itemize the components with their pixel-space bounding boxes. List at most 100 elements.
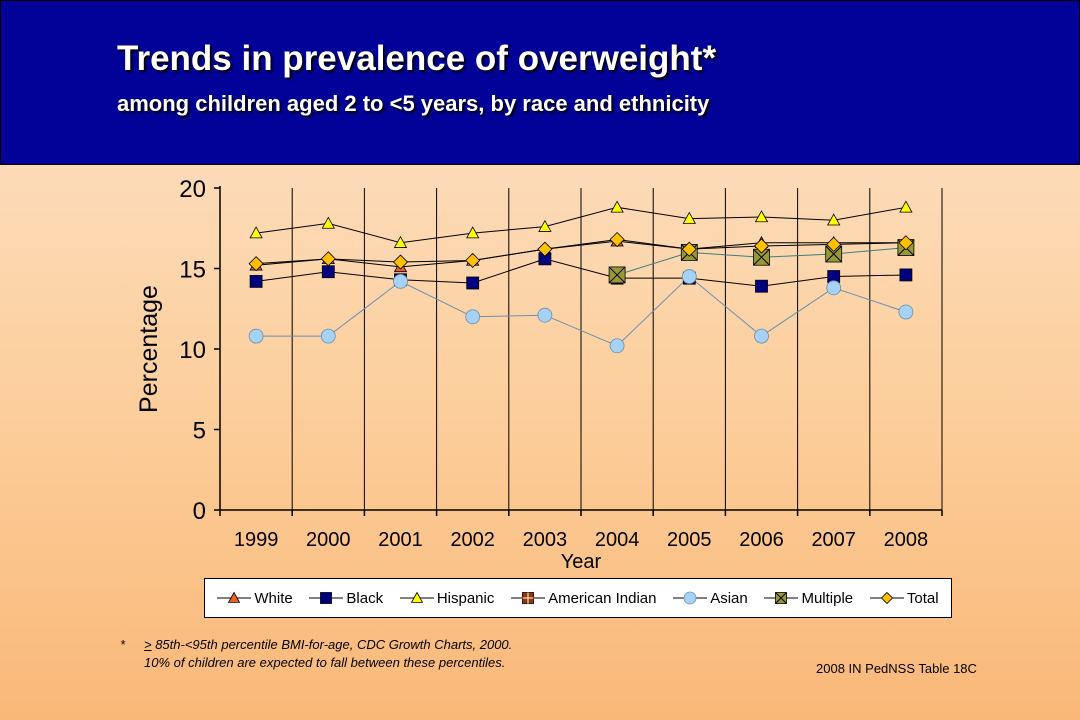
data-point-asian xyxy=(609,338,625,354)
data-point-multiple xyxy=(608,266,626,284)
legend-marker xyxy=(522,592,534,604)
y-tick-label: 0 xyxy=(193,498,206,525)
marker-cross xyxy=(825,245,843,263)
data-point-hispanic xyxy=(754,210,769,223)
data-point-hispanic xyxy=(899,200,913,213)
x-tick-label: 2003 xyxy=(523,529,568,551)
data-point-hispanic xyxy=(321,216,335,229)
series-line-asian xyxy=(256,275,907,347)
source-note: 2008 IN PedNSS Table 18C xyxy=(816,661,977,676)
data-point-total xyxy=(465,252,481,269)
footnote-line-2: 10% of children are expected to fall bet… xyxy=(144,655,506,670)
data-point-asian xyxy=(537,307,553,323)
legend-item-black: Black xyxy=(309,590,383,607)
legend-label: American Indian xyxy=(548,589,657,607)
data-point-hispanic xyxy=(466,226,480,239)
data-point-total xyxy=(320,251,336,267)
legend-swatch xyxy=(511,592,546,604)
y-tick-label: 15 xyxy=(179,257,206,284)
marker-cross xyxy=(522,592,534,604)
footnote-symbol: > xyxy=(144,637,152,652)
data-point-total xyxy=(681,241,697,257)
data-point-asian xyxy=(465,309,481,325)
data-point-total xyxy=(537,241,553,257)
data-point-total xyxy=(898,235,914,251)
legend-swatch xyxy=(764,592,799,604)
data-point-black xyxy=(466,276,480,290)
y-axis-title: Percentage xyxy=(135,285,163,413)
title-banner: Trends in prevalence of overweight* amon… xyxy=(0,0,1080,165)
legend-item-hispanic: Hispanic xyxy=(399,589,495,607)
legend-item-american-indian: American Indian xyxy=(511,590,656,607)
legend-label: Hispanic xyxy=(436,589,495,607)
data-point-black xyxy=(755,279,768,293)
x-tick-label: 2008 xyxy=(884,529,929,551)
data-point-black xyxy=(249,274,263,288)
legend-swatch xyxy=(673,591,708,605)
data-point-hispanic xyxy=(393,235,408,248)
legend-swatch xyxy=(217,591,252,603)
legend-item-multiple: Multiple xyxy=(764,590,853,607)
data-point-asian xyxy=(898,304,914,320)
legend-marker xyxy=(775,592,788,604)
data-point-total xyxy=(392,254,409,270)
data-point-black xyxy=(899,268,913,282)
series-line-total xyxy=(256,239,906,265)
legend-swatch xyxy=(309,592,344,604)
data-point-asian xyxy=(248,328,264,344)
legend-swatch xyxy=(399,591,434,603)
legend-marker xyxy=(410,591,424,603)
marker-cross xyxy=(753,248,770,266)
legend-label: Multiple xyxy=(801,589,854,607)
marker-cross xyxy=(775,592,788,604)
series-line-hispanic xyxy=(256,206,906,244)
legend-label: White xyxy=(254,589,293,607)
legend-item-total: Total xyxy=(869,589,939,607)
data-point-hispanic xyxy=(610,200,624,213)
footnote-line-1: > 85th-<95th percentile BMI-for-age, CDC… xyxy=(144,636,512,654)
x-tick-label: 2005 xyxy=(667,529,712,551)
data-point-hispanic xyxy=(538,219,552,232)
footnote-line-1-text: 85th-<95th percentile BMI-for-age, CDC G… xyxy=(151,637,513,652)
chart-subtitle: among children aged 2 to <5 years, by ra… xyxy=(117,91,710,116)
legend-marker xyxy=(880,591,893,605)
legend-marker xyxy=(683,591,697,605)
y-tick-label: 20 xyxy=(179,176,206,203)
data-point-asian xyxy=(826,280,842,296)
chart-legend: White Black Hispanic American Indian Asian Mu… xyxy=(204,578,952,618)
series-line-black xyxy=(256,258,906,287)
data-point-black xyxy=(321,265,335,279)
y-tick-label: 5 xyxy=(193,418,206,445)
x-tick-label: 2002 xyxy=(450,529,495,551)
data-point-asian xyxy=(393,273,408,289)
legend-item-asian: Asian xyxy=(673,590,748,607)
x-tick-label: 1999 xyxy=(234,529,279,551)
legend-label: Total xyxy=(906,589,939,607)
series-line-white xyxy=(256,240,906,268)
data-point-hispanic xyxy=(827,213,841,226)
x-tick-label: 2007 xyxy=(811,529,856,551)
data-point-total xyxy=(753,238,770,254)
data-point-asian xyxy=(754,328,769,344)
x-tick-label: 2001 xyxy=(378,529,423,551)
y-tick-label: 10 xyxy=(179,337,206,364)
legend-swatch xyxy=(869,591,904,605)
x-tick-label: 2000 xyxy=(306,529,351,551)
data-point-total xyxy=(826,236,842,252)
x-axis-title: Year xyxy=(561,551,602,573)
footnote: * > 85th-<95th percentile BMI-for-age, C… xyxy=(120,636,512,672)
data-point-asian xyxy=(681,269,697,284)
data-point-total xyxy=(248,256,264,272)
chart-title: Trends in prevalence of overweight* xyxy=(117,39,717,78)
marker-cross xyxy=(608,266,626,284)
legend-label: Black xyxy=(346,589,384,607)
data-point-hispanic xyxy=(682,211,696,224)
data-point-asian xyxy=(320,328,336,344)
x-tick-label: 2006 xyxy=(739,529,784,551)
x-tick-label: 2004 xyxy=(595,529,640,551)
legend-item-white: White xyxy=(217,589,293,607)
data-point-total xyxy=(609,231,625,248)
data-point-hispanic xyxy=(249,226,263,239)
legend-label: Asian xyxy=(710,589,748,607)
